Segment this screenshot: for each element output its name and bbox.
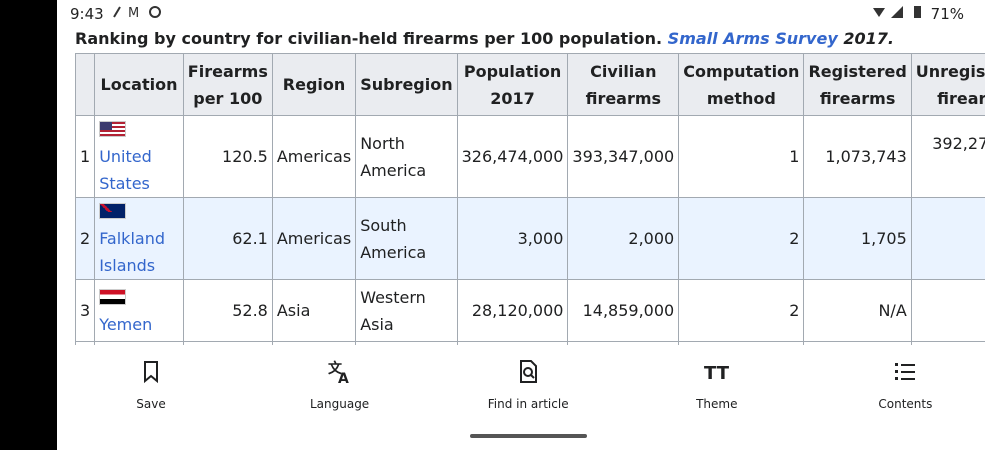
table-cell: 2: [75, 197, 96, 280]
header-cell: Computation method: [678, 53, 805, 116]
svg-text:M: M: [128, 6, 139, 19]
country-link[interactable]: Falkland Islands: [99, 229, 165, 275]
toolbar-icon: TT: [704, 363, 730, 384]
table-cell: Asia: [271, 279, 357, 342]
home-indicator: [470, 434, 587, 438]
table-row: 2 Falkland Islands 62.1 Americas South Ameri…: [75, 197, 985, 280]
flag: [99, 203, 127, 219]
toolbar-label: Theme: [696, 397, 738, 411]
svg-text:A: A: [338, 371, 349, 385]
svg-text:TT: TT: [704, 363, 730, 384]
table-cell: North America: [355, 115, 458, 198]
toolbar-button[interactable]: Save: [57, 345, 245, 411]
table-cell: 1: [678, 115, 805, 198]
table-cell: 62.1: [182, 197, 273, 280]
location-cell: Falkland Islands: [94, 197, 184, 280]
table-cell: Western Asia: [355, 279, 458, 342]
table-cell: 3,000: [456, 197, 569, 280]
ranking-table: Location Firearms per 100 Region Subregion P…: [75, 53, 985, 345]
table-cell: Americas: [271, 197, 357, 280]
table-row: 1 United States 120.5 Americas North America…: [75, 115, 985, 198]
table-cell: N/A: [910, 279, 985, 342]
country-link[interactable]: Yemen: [99, 314, 153, 334]
toolbar-icon: [520, 360, 538, 383]
svg-text:文: 文: [328, 360, 343, 377]
caption-text: Ranking by country for civilian-held fir…: [75, 29, 663, 48]
table-wrap: Location Firearms per 100 Region Subregion P…: [75, 53, 985, 345]
toolbar-button[interactable]: TT Theme: [623, 345, 811, 411]
signal-icons: [872, 6, 921, 18]
table-cell: 2: [678, 197, 805, 280]
table-cell: 2,000: [567, 197, 680, 280]
table-cell: 120.5: [182, 115, 273, 198]
header-cell: Subregion: [355, 53, 458, 116]
header-cell: Unregistered firearms: [910, 53, 985, 116]
table-cell: 14,859,000: [567, 279, 680, 342]
flag: [99, 121, 127, 137]
table-cell: 1: [75, 115, 96, 198]
toolbar-icon: [144, 361, 158, 384]
table-cell: Melanesia: [355, 341, 458, 345]
table-cell: 55,000: [803, 341, 912, 345]
toolbar-icon: 文A: [328, 360, 349, 385]
toolbar: Save 文 A Language Find in article TT Theme Cont…: [57, 345, 1000, 450]
status-bar: 9:43 M: [70, 5, 168, 23]
table-row: 4New Caledonia42.5OceaniaMelanesia270,00…: [75, 341, 985, 345]
toolbar-label: Save: [136, 397, 166, 411]
table-cell: 28,120,000: [456, 279, 569, 342]
source-link[interactable]: Small Arms Survey: [667, 29, 838, 48]
table-cell: 1,073,743: [803, 115, 912, 198]
status-icons: M: [113, 6, 162, 21]
table-cell: 2: [678, 279, 805, 342]
table-cell: 326,474,000: [456, 115, 569, 198]
header-cell: [75, 53, 96, 116]
header-cell: Region: [271, 53, 357, 116]
header-row: Location Firearms per 100 Region Subregion P…: [75, 53, 985, 116]
table-cell: 4: [75, 341, 96, 345]
black-edge: [0, 0, 57, 450]
table-cell: 60,000: [910, 341, 985, 345]
flag: [99, 288, 127, 305]
header-cell: Population 2017: [456, 53, 569, 116]
table-cell: 393,347,000: [567, 115, 680, 198]
header-cell: Firearms per 100: [182, 53, 273, 116]
header-cell: Registered firearms: [803, 53, 912, 116]
table-cell: South America: [355, 197, 458, 280]
time: 9:43: [70, 5, 104, 23]
table-cell: 3: [75, 279, 96, 342]
country-link[interactable]: United States: [99, 147, 152, 193]
table-caption: Ranking by country for civilian-held fir…: [75, 29, 894, 48]
toolbar-label: Language: [309, 397, 370, 411]
table-cell: N/A: [803, 279, 912, 342]
battery: 71%: [871, 5, 964, 23]
toolbar-label: Contents: [878, 397, 933, 411]
toolbar-button[interactable]: 文 A Language: [246, 345, 434, 411]
caption-year: 2017.: [843, 29, 894, 48]
table-cell: Americas: [271, 115, 357, 198]
table-cell: 295: [910, 197, 985, 280]
table-cell: 52.8: [182, 279, 273, 342]
table-row: 3 Yemen 52.8 Asia Western Asia 28,120,000 14,8…: [75, 279, 985, 342]
header-cell: Location: [94, 53, 184, 116]
battery-level: 71%: [930, 5, 964, 23]
toolbar-button[interactable]: Find in article: [434, 345, 622, 411]
location-cell: Yemen: [94, 279, 184, 342]
table-cell: 1,705: [803, 197, 912, 280]
toolbar-icon: [895, 363, 916, 380]
table-cell: 392,273,257 Est.: [910, 115, 985, 198]
toolbar-label: Find in article: [487, 397, 569, 411]
location-cell: United States: [94, 115, 184, 198]
toolbar-button[interactable]: Contents: [811, 345, 999, 411]
header-cell: Civilian firearms: [567, 53, 680, 116]
